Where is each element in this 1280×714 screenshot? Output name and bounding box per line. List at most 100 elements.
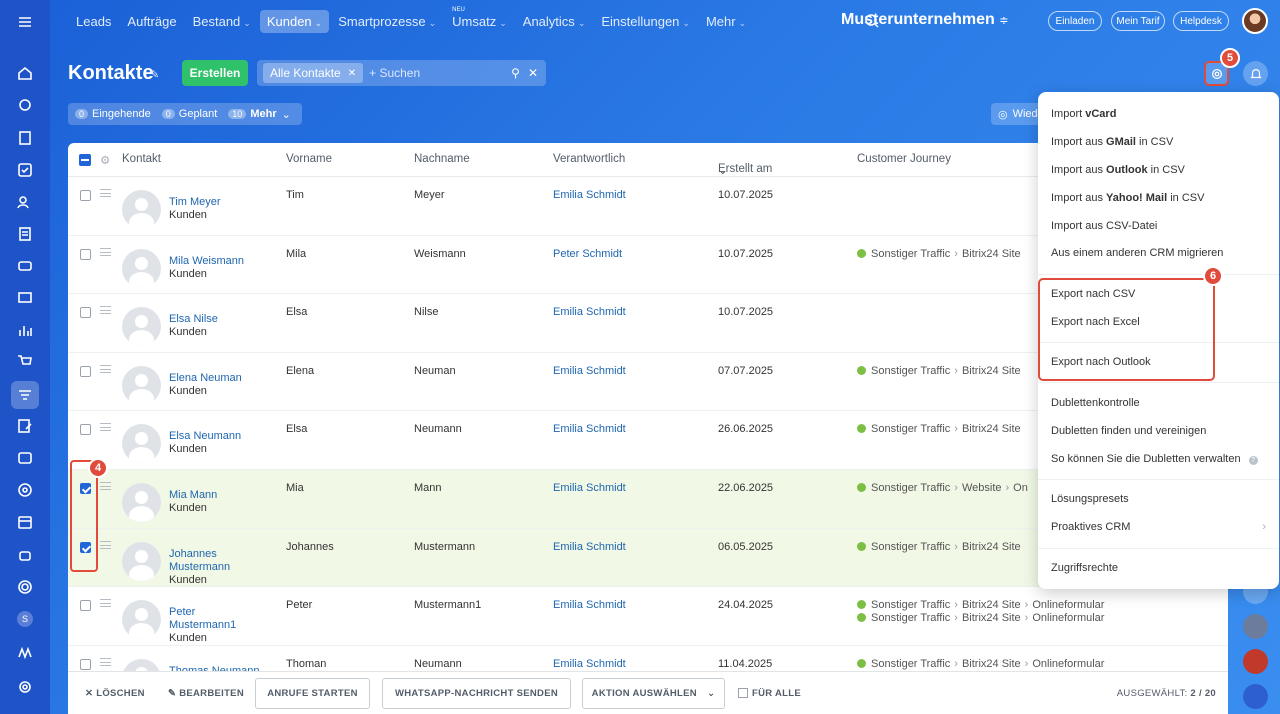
start-calls-button[interactable]: ANRUFE STARTEN bbox=[255, 678, 370, 709]
document-icon[interactable] bbox=[13, 222, 37, 246]
edit-icon[interactable] bbox=[13, 414, 37, 438]
filter-chip[interactable]: Alle Kontakte ✕ bbox=[263, 63, 364, 83]
my-plan-button[interactable]: Mein Tarif bbox=[1111, 11, 1165, 31]
responsible-link[interactable]: Emilia Schmidt bbox=[553, 364, 626, 377]
menu-export-excel[interactable]: Export nach Excel bbox=[1051, 316, 1140, 328]
responsible-link[interactable]: Emilia Schmidt bbox=[553, 423, 626, 436]
pin-icon[interactable]: ✎ bbox=[150, 69, 160, 81]
lock-icon[interactable] bbox=[1243, 649, 1268, 674]
menu-import-csv[interactable]: Import aus CSV-Datei bbox=[1051, 220, 1158, 232]
menu-import-yahoo[interactable]: Import aus Yahoo! Mail in CSV bbox=[1051, 192, 1204, 204]
drag-handle-icon[interactable] bbox=[100, 423, 111, 432]
drag-handle-icon[interactable] bbox=[100, 247, 111, 256]
contact-name-link[interactable]: Tim Meyer bbox=[169, 196, 221, 208]
nav-item[interactable]: Aufträge bbox=[120, 10, 183, 33]
responsible-link[interactable]: Emilia Schmidt bbox=[553, 306, 626, 319]
lock-icon[interactable] bbox=[1243, 684, 1268, 709]
responsible-link[interactable]: Emilia Schmidt bbox=[553, 599, 626, 612]
menu-export-outlook[interactable]: Export nach Outlook bbox=[1051, 356, 1151, 368]
settings-icon[interactable] bbox=[13, 675, 37, 699]
search-icon[interactable]: ⚲ bbox=[511, 66, 520, 80]
inbox-icon[interactable] bbox=[13, 254, 37, 278]
table-row[interactable]: Elsa Nilse Kunden Elsa Nilse Emilia Schmidt 1… bbox=[68, 294, 1228, 353]
column-settings-icon[interactable]: ⚙ bbox=[100, 155, 111, 167]
counter-item[interactable]: 10 Mehr ⌄ bbox=[228, 108, 291, 121]
contact-name-link[interactable]: Mila Weismann bbox=[169, 254, 244, 267]
contact-name-link[interactable]: Mia Mann bbox=[169, 489, 218, 501]
cart-icon[interactable] bbox=[13, 350, 37, 374]
drag-handle-icon[interactable] bbox=[100, 364, 111, 373]
invite-button[interactable]: Einladen bbox=[1048, 11, 1102, 31]
analytics-icon[interactable] bbox=[13, 318, 37, 342]
market-icon[interactable] bbox=[13, 640, 37, 664]
select-all-checkbox[interactable] bbox=[79, 154, 91, 166]
contacts-icon[interactable] bbox=[13, 190, 37, 214]
menu-access[interactable]: Zugriffsrechte bbox=[1051, 562, 1119, 574]
counter-item[interactable]: 0 Geplant bbox=[161, 108, 229, 120]
workflow-icon[interactable] bbox=[13, 93, 37, 117]
nav-item[interactable]: Einstellungen ⌄ bbox=[594, 10, 697, 33]
table-row[interactable]: Johannes Mustermann Kunden Johannes Musterm… bbox=[68, 528, 1228, 588]
clear-icon[interactable]: ✕ bbox=[527, 66, 538, 80]
counter-item[interactable]: 0 Eingehende bbox=[75, 108, 162, 120]
menu-dup-manage[interactable]: So können Sie die Dubletten verwalten? bbox=[1051, 453, 1258, 465]
menu-migrate[interactable]: Aus einem anderen CRM migrieren bbox=[1051, 247, 1224, 259]
drag-handle-icon[interactable] bbox=[100, 482, 111, 490]
row-checkbox[interactable] bbox=[80, 658, 91, 670]
delete-button[interactable]: ✕ LÖSCHEN bbox=[85, 688, 145, 699]
calendar-icon[interactable] bbox=[13, 510, 37, 534]
menu-proactive[interactable]: Proaktives CRM › bbox=[1051, 521, 1266, 533]
filter-icon[interactable] bbox=[11, 381, 39, 409]
responsible-link[interactable]: Emilia Schmidt bbox=[553, 189, 626, 201]
drag-handle-icon[interactable] bbox=[100, 657, 111, 666]
whatsapp-button[interactable]: WHATSAPP-NACHRICHT SENDEN bbox=[382, 678, 571, 709]
menu-import-outlook[interactable]: Import aus Outlook in CSV bbox=[1051, 164, 1185, 176]
responsible-link[interactable]: Emilia Schmidt bbox=[553, 657, 626, 670]
contact-name-link[interactable]: Johannes Mustermann bbox=[169, 547, 231, 573]
notification-button[interactable] bbox=[1243, 61, 1268, 86]
col-journey[interactable]: Customer Journey bbox=[857, 153, 951, 165]
rail-avatar[interactable] bbox=[1243, 614, 1268, 639]
search-icon[interactable] bbox=[864, 13, 880, 29]
nav-item[interactable]: Analytics ⌄ bbox=[516, 10, 593, 33]
support-icon[interactable] bbox=[13, 478, 37, 502]
menu-dup-control[interactable]: Dublettenkontrolle bbox=[1051, 397, 1140, 409]
table-row[interactable]: Elsa Neumann Kunden Elsa Neumann Emilia Schm… bbox=[68, 411, 1228, 470]
responsible-link[interactable]: Emilia Schmidt bbox=[553, 540, 626, 553]
checklist-icon[interactable] bbox=[13, 158, 37, 182]
create-button[interactable]: Erstellen bbox=[182, 60, 248, 86]
nav-item[interactable]: Smartprozesse ⌄ bbox=[331, 10, 443, 33]
contact-name-link[interactable]: Elsa Neumann bbox=[169, 430, 242, 443]
card-icon[interactable] bbox=[13, 446, 37, 470]
user-avatar[interactable] bbox=[1242, 8, 1268, 34]
row-checkbox[interactable] bbox=[80, 190, 91, 201]
menu-presets[interactable]: Lösungspresets bbox=[1051, 493, 1129, 505]
table-row[interactable]: Tim Meyer Kunden Tim Meyer Emilia Schmidt 10.… bbox=[68, 177, 1228, 236]
drag-handle-icon[interactable] bbox=[100, 540, 111, 549]
row-checkbox[interactable] bbox=[80, 483, 91, 494]
row-checkbox[interactable] bbox=[80, 365, 91, 377]
col-contact[interactable]: Kontakt bbox=[122, 153, 161, 165]
helpdesk-button[interactable]: Helpdesk bbox=[1173, 11, 1229, 31]
responsible-link[interactable]: Emilia Schmidt bbox=[553, 482, 626, 494]
nav-item[interactable]: Bestand ⌄ bbox=[186, 10, 258, 33]
row-checkbox[interactable] bbox=[80, 541, 91, 553]
action-select[interactable]: AKTION AUSWÄHLEN ⌄ bbox=[582, 678, 725, 709]
col-responsible[interactable]: Verantwortlich bbox=[553, 153, 626, 165]
col-first-name[interactable]: Vorname bbox=[286, 153, 333, 165]
for-all-checkbox[interactable]: FÜR ALLE bbox=[738, 688, 801, 699]
company-name[interactable]: Musterunternehmen ≑ bbox=[841, 11, 1008, 29]
tasks-icon[interactable] bbox=[13, 126, 37, 150]
table-row[interactable]: Mila Weismann Kunden Mila Weismann Peter Sch… bbox=[68, 236, 1228, 295]
repeat-button[interactable]: ◎ Wied bbox=[991, 103, 1051, 125]
row-checkbox[interactable] bbox=[80, 307, 91, 319]
menu-import-vcard[interactable]: Import vCard bbox=[1051, 108, 1116, 120]
drag-handle-icon[interactable] bbox=[100, 599, 111, 608]
menu-icon[interactable] bbox=[13, 10, 37, 34]
row-checkbox[interactable] bbox=[80, 424, 91, 436]
menu-export-csv[interactable]: Export nach CSV bbox=[1051, 288, 1136, 300]
filter-search[interactable]: Alle Kontakte ✕ + Suchen ⚲ ✕ bbox=[257, 60, 546, 86]
target-icon[interactable] bbox=[13, 575, 37, 599]
robot-icon[interactable] bbox=[13, 543, 37, 567]
responsible-link[interactable]: Peter Schmidt bbox=[553, 247, 623, 260]
